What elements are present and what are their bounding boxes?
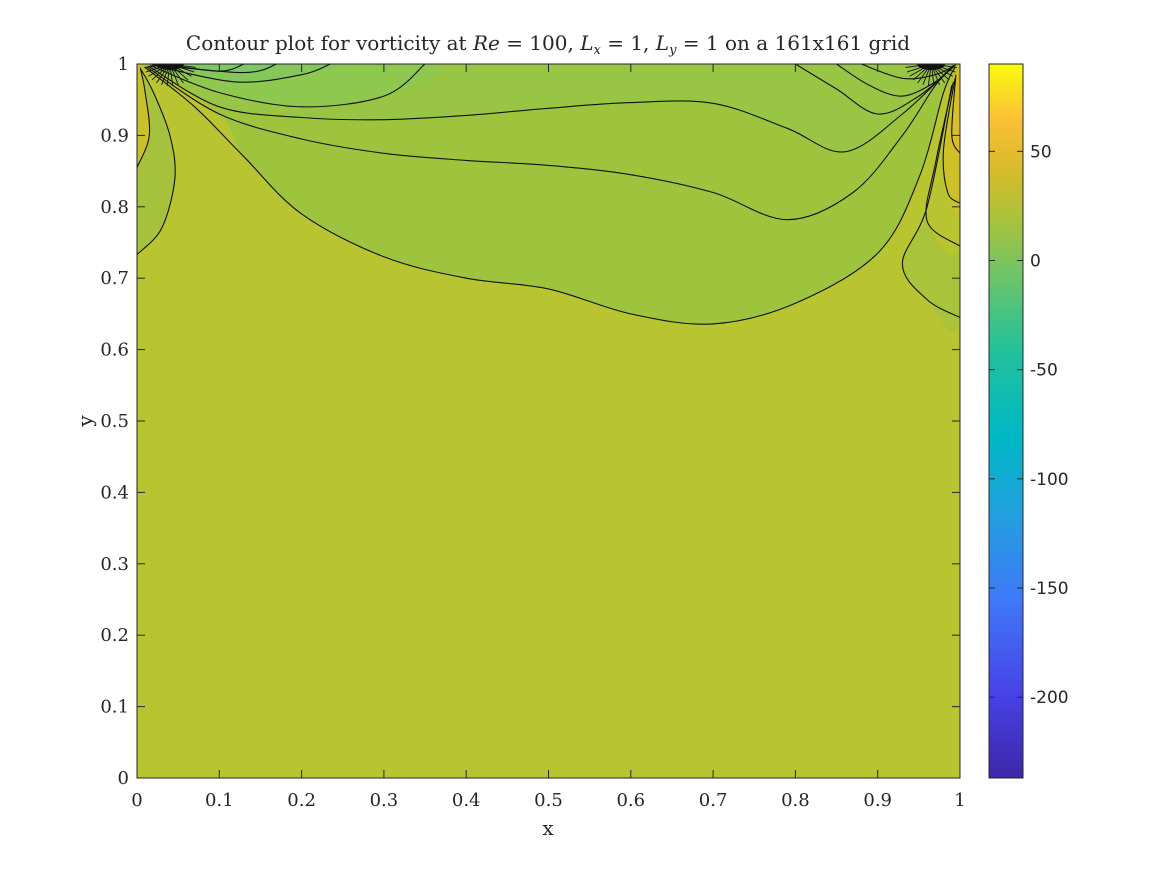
contour-region [137,64,150,168]
colorbar-ticks: 50 0 -50 -100 -150 -200 [989,142,1069,708]
x-tick-label: 0.3 [370,790,399,811]
chart-title: Contour plot for vorticity at Re = 100, … [186,31,910,58]
contour-line [148,65,954,153]
colorbar-tick-label: -150 [1030,579,1069,599]
y-tick-label: 0.2 [100,625,129,646]
colorbar-tick-label: -100 [1030,470,1069,490]
colorbar-tick-label: -50 [1030,361,1058,381]
x-tick-label: 0.5 [534,790,563,811]
x-tick-label: 1 [954,790,965,811]
contour-region [146,64,960,325]
y-tick-label: 1 [118,54,129,75]
y-axis-ticks: 0 0.1 0.2 0.3 0.4 0.5 0.6 0.7 0.8 0.9 1 [100,54,960,789]
contour-line [951,74,960,154]
contour-lines [137,64,960,325]
x-tick-label: 0.2 [287,790,316,811]
corner-core [155,64,184,70]
colorbar-tick-label: 0 [1030,252,1041,272]
contour-line [146,65,955,221]
y-tick-label: 0 [118,768,129,789]
contour-line [836,64,955,97]
x-axis-label: x [542,816,554,840]
contour-line [149,64,426,108]
plot-area [136,63,961,779]
y-tick-label: 0.4 [100,482,129,503]
colorbar: 50 0 -50 -100 -150 -200 [988,63,1069,779]
contour-line [901,85,960,318]
contour-line [137,67,151,168]
colorbar-tick-label: 50 [1030,142,1052,162]
contour-line [795,64,953,115]
contour-region [951,64,960,158]
x-axis-ticks: 0 0.1 0.2 0.3 0.4 0.5 0.6 0.7 0.8 0.9 1 [131,64,966,811]
x-tick-label: 0.6 [616,790,645,811]
x-tick-label: 0.1 [205,790,234,811]
x-tick-label: 0.7 [699,790,728,811]
y-tick-label: 0.8 [100,197,129,218]
x-tick-label: 0 [131,790,142,811]
y-tick-label: 0.6 [100,340,129,361]
y-axis-label: y [73,415,97,428]
singularity-corners [144,64,957,86]
contour-line [942,78,960,204]
x-tick-label: 0.8 [781,790,810,811]
colorbar-gradient [988,63,1024,779]
y-tick-label: 0.7 [100,268,129,289]
y-tick-label: 0.3 [100,554,129,575]
y-tick-label: 0.9 [100,125,129,146]
colorbar-tick-label: -200 [1030,688,1069,708]
y-tick-label: 0.5 [100,411,129,432]
corner-core [917,64,946,70]
y-tick-label: 0.1 [100,697,129,718]
x-tick-label: 0.4 [452,790,481,811]
contour-line [137,69,176,255]
x-tick-label: 0.9 [863,790,892,811]
contour-line [925,81,960,247]
contour-line [144,66,956,325]
